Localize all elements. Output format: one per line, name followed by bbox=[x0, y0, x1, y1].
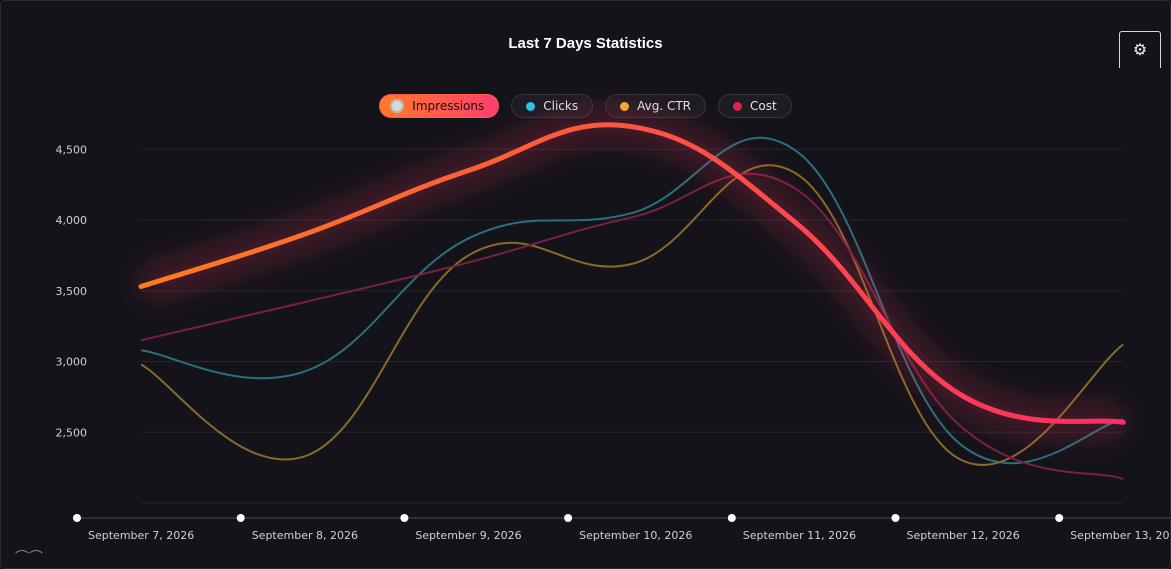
series-line-cost bbox=[140, 172, 1124, 480]
y-tick-label: 4,500 bbox=[56, 143, 88, 156]
legend-label: Clicks bbox=[543, 99, 579, 113]
legend-marker bbox=[390, 99, 405, 113]
y-tick-label: 4,000 bbox=[56, 214, 88, 227]
legend-item-clicks[interactable]: Clicks bbox=[511, 94, 594, 118]
x-axis-marker bbox=[1055, 514, 1064, 522]
chart-legend: Impressions Clicks Avg. CTR Cost bbox=[1, 94, 1170, 118]
legend-item-impressions[interactable]: Impressions bbox=[379, 94, 500, 118]
x-axis-marker bbox=[891, 514, 900, 522]
x-axis-marker bbox=[73, 514, 81, 522]
series-line-impressions bbox=[138, 122, 1126, 425]
legend-marker bbox=[733, 101, 742, 111]
chart-title: Last 7 Days Statistics bbox=[508, 35, 663, 52]
x-tick-label: September 9, 2026 bbox=[415, 529, 521, 542]
x-tick-label: September 8, 2026 bbox=[252, 529, 358, 542]
x-axis-marker bbox=[727, 514, 736, 522]
x-axis-marker bbox=[236, 514, 245, 522]
gear-icon: ⚙ bbox=[1132, 42, 1148, 59]
y-tick-label: 3,500 bbox=[56, 285, 88, 298]
brand-logo-icon: ⌒⌒ bbox=[15, 549, 43, 565]
legend-label: Avg. CTR bbox=[637, 99, 691, 113]
series-line-avg-ctr bbox=[140, 164, 1124, 466]
x-axis-marker bbox=[400, 514, 409, 522]
x-tick-label: September 11, 2026 bbox=[743, 529, 856, 542]
x-tick-label: September 13, 2026 bbox=[1070, 529, 1170, 542]
x-tick-label: September 12, 2026 bbox=[907, 529, 1020, 542]
x-tick-label: September 10, 2026 bbox=[579, 529, 692, 542]
legend-label: Impressions bbox=[412, 99, 485, 113]
series-line-clicks bbox=[140, 136, 1124, 465]
x-axis-marker bbox=[564, 514, 573, 522]
x-tick-label: September 7, 2026 bbox=[88, 529, 194, 542]
legend-label: Cost bbox=[750, 99, 777, 113]
settings-button[interactable]: ⚙ bbox=[1119, 31, 1161, 68]
series-glow-impressions bbox=[135, 107, 1127, 440]
y-tick-label: 3,000 bbox=[56, 356, 88, 369]
y-tick-label: 2,500 bbox=[56, 426, 88, 439]
legend-item-cost[interactable]: Cost bbox=[718, 94, 792, 118]
legend-marker bbox=[526, 101, 536, 111]
legend-marker bbox=[620, 101, 630, 111]
